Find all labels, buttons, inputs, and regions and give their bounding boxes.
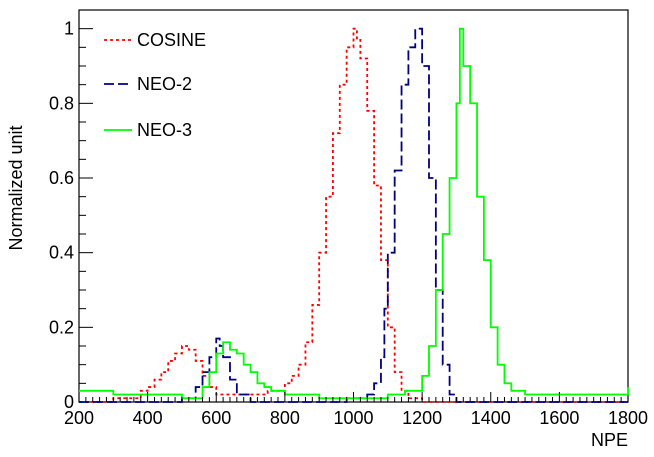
y-axis-label: Normalized unit	[6, 125, 26, 250]
series-layer	[79, 27, 629, 403]
legend-label: COSINE	[137, 30, 206, 50]
x-tick-label: 1600	[539, 408, 579, 428]
x-tick-label: 600	[201, 408, 231, 428]
x-tick-label: 1200	[402, 408, 442, 428]
y-tick-label: 0.6	[49, 168, 74, 188]
y-tick-label: 0	[64, 392, 74, 412]
series-line-cosine	[79, 27, 628, 403]
series-line-neo-2	[79, 27, 628, 403]
legend-label: NEO-3	[137, 120, 192, 140]
y-tick-label: 0.4	[49, 243, 74, 263]
x-axis-label: NPE	[591, 430, 628, 450]
series-line-neo-3	[79, 27, 629, 400]
x-tick-label: 1800	[608, 408, 648, 428]
x-tick-label: 1000	[333, 408, 373, 428]
x-tick-label: 200	[64, 408, 94, 428]
plot-frame	[78, 9, 629, 403]
y-tick-label: 1	[64, 19, 74, 39]
y-axis-ticks: 0 0.2 0.4 0.6 0.8 1	[49, 19, 93, 412]
x-axis-ticks: 200 400 600 800 1000 1200 1400 1600 1800	[64, 392, 648, 428]
x-tick-label: 800	[270, 408, 300, 428]
y-tick-label: 0.2	[49, 317, 74, 337]
legend-label: NEO-2	[137, 74, 192, 94]
x-tick-label: 400	[133, 408, 163, 428]
x-tick-label: 1400	[471, 408, 511, 428]
legend: COSINE NEO-2 NEO-3	[104, 30, 206, 140]
y-tick-label: 0.8	[49, 93, 74, 113]
